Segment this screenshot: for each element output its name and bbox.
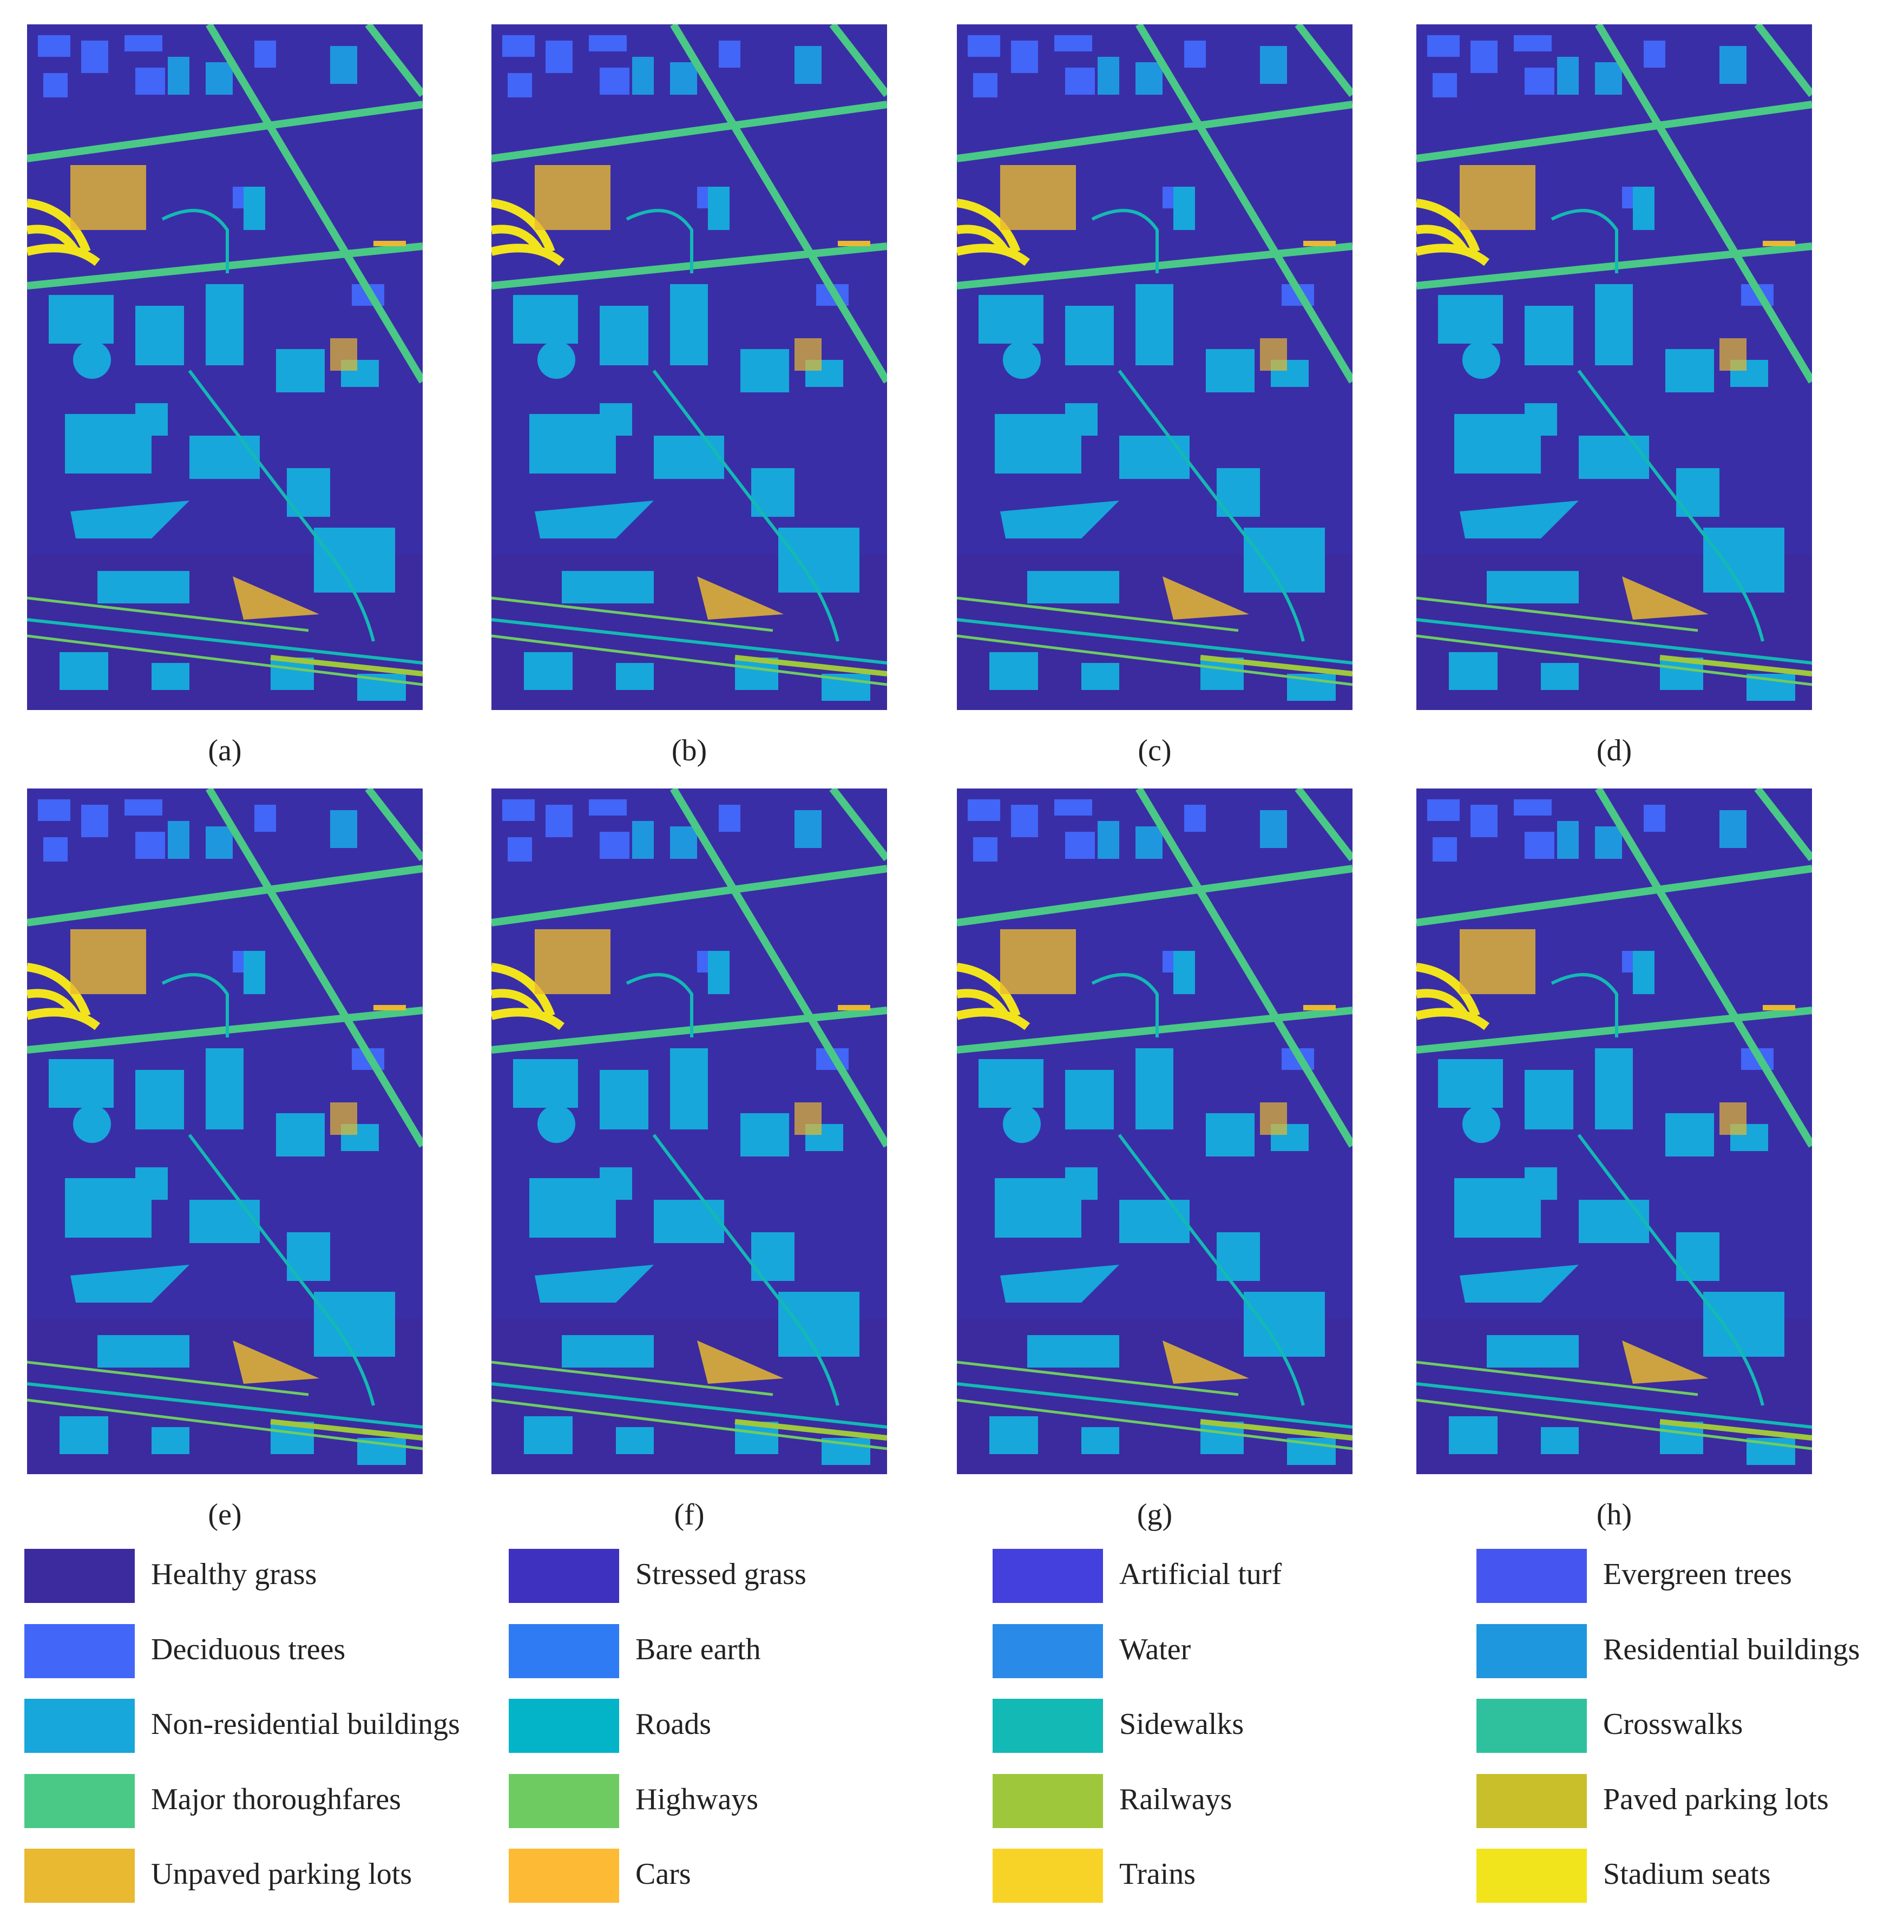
classification-map bbox=[1416, 24, 1812, 710]
legend-label: Unpaved parking lots bbox=[151, 1857, 412, 1891]
classification-map bbox=[491, 24, 887, 710]
panel-label: (f) bbox=[674, 1498, 705, 1532]
legend-swatch bbox=[24, 1699, 135, 1753]
legend-label: Sidewalks bbox=[1119, 1707, 1244, 1741]
legend-swatch bbox=[993, 1699, 1103, 1753]
legend: Healthy grass Stressed grass Artificial tu… bbox=[24, 1549, 1860, 1903]
legend-label: Highways bbox=[635, 1783, 758, 1816]
classification-map bbox=[27, 24, 423, 710]
legend-swatch bbox=[1476, 1624, 1587, 1678]
legend-swatch bbox=[993, 1549, 1103, 1603]
legend-label: Major thoroughfares bbox=[151, 1783, 401, 1816]
legend-swatch bbox=[1476, 1549, 1587, 1603]
legend-label: Stadium seats bbox=[1603, 1857, 1771, 1891]
classification-map bbox=[957, 788, 1353, 1474]
classification-map bbox=[957, 24, 1353, 710]
panel-label: (d) bbox=[1597, 734, 1632, 767]
legend-label: Artificial turf bbox=[1119, 1558, 1282, 1591]
legend-label: Railways bbox=[1119, 1783, 1232, 1816]
legend-label: Cars bbox=[635, 1857, 691, 1891]
legend-swatch bbox=[24, 1774, 135, 1828]
legend-label: Healthy grass bbox=[151, 1558, 317, 1591]
legend-swatch bbox=[24, 1549, 135, 1603]
panel-label: (h) bbox=[1597, 1498, 1632, 1532]
legend-swatch bbox=[509, 1774, 619, 1828]
panel-label: (g) bbox=[1137, 1498, 1172, 1532]
classification-map bbox=[491, 788, 887, 1474]
legend-label: Roads bbox=[635, 1707, 711, 1741]
legend-label: Water bbox=[1119, 1633, 1191, 1666]
legend-swatch bbox=[509, 1549, 619, 1603]
legend-swatch bbox=[509, 1699, 619, 1753]
panels: (a) (b) (c) (d) (e) (f) (g) (h) bbox=[27, 24, 1812, 1532]
panel-label: (c) bbox=[1138, 734, 1171, 767]
legend-label: Crosswalks bbox=[1603, 1707, 1743, 1741]
legend-swatch bbox=[993, 1774, 1103, 1828]
legend-label: Bare earth bbox=[635, 1633, 761, 1666]
legend-swatch bbox=[24, 1849, 135, 1903]
panel-label: (a) bbox=[208, 734, 241, 767]
legend-swatch bbox=[24, 1624, 135, 1678]
legend-label: Residential buildings bbox=[1603, 1633, 1860, 1666]
legend-label: Evergreen trees bbox=[1603, 1558, 1792, 1591]
classification-map bbox=[1416, 788, 1812, 1474]
legend-swatch bbox=[1476, 1849, 1587, 1903]
legend-swatch bbox=[993, 1624, 1103, 1678]
legend-label: Non-residential buildings bbox=[151, 1707, 460, 1741]
legend-swatch bbox=[1476, 1774, 1587, 1828]
legend-swatch bbox=[993, 1849, 1103, 1903]
legend-swatch bbox=[1476, 1699, 1587, 1753]
legend-label: Stressed grass bbox=[635, 1558, 806, 1591]
panel-label: (b) bbox=[672, 734, 707, 767]
classification-map bbox=[27, 788, 423, 1474]
panel-label: (e) bbox=[208, 1498, 241, 1532]
legend-swatch bbox=[509, 1624, 619, 1678]
legend-label: Paved parking lots bbox=[1603, 1783, 1829, 1816]
legend-label: Deciduous trees bbox=[151, 1633, 345, 1666]
legend-swatch bbox=[509, 1849, 619, 1903]
legend-label: Trains bbox=[1119, 1857, 1196, 1891]
